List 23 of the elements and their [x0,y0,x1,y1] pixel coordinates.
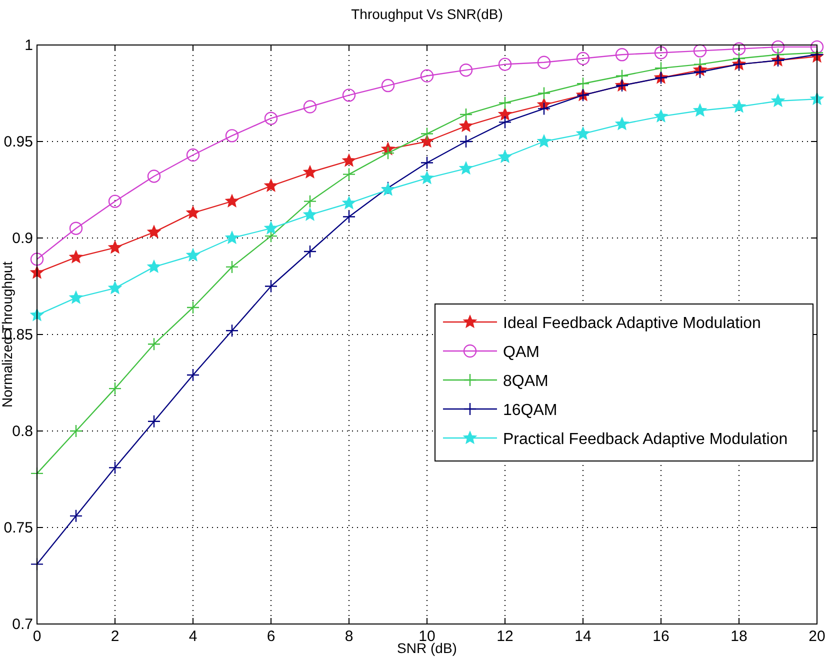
x-tick-label: 2 [110,628,120,645]
x-tick-label: 12 [496,628,514,645]
legend-label: 16QAM [503,402,558,419]
x-tick-label: 14 [574,628,592,645]
x-tick-label: 18 [730,628,748,645]
legend-label: QAM [503,344,540,361]
x-tick-label: 16 [652,628,670,645]
y-tick-label: 0.7 [12,616,33,633]
y-tick-label: 0.8 [12,423,33,440]
x-axis-title: SNR (dB) [397,640,457,656]
x-tick-label: 6 [266,628,276,645]
x-tick-label: 4 [188,628,198,645]
x-tick-label: 8 [344,628,354,645]
chart-title: Throughput Vs SNR(dB) [351,6,503,22]
x-tick-label: 0 [32,628,42,645]
y-tick-label: 0.95 [4,134,33,150]
legend-label: Ideal Feedback Adaptive Modulation [503,315,761,332]
legend-label: Practical Feedback Adaptive Modulation [503,431,788,448]
legend-label: 8QAM [503,373,548,390]
y-tick-label: 0.9 [12,230,33,247]
y-tick-label: 1 [24,37,33,54]
x-tick-label: 20 [808,628,826,645]
y-tick-label: 0.75 [4,520,33,536]
